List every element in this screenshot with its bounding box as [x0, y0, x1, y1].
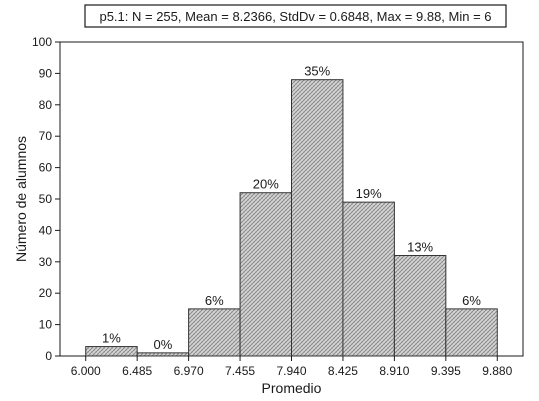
histogram-bar: [85, 346, 138, 357]
histogram-bar: [445, 308, 498, 357]
bar-percent-label: 1%: [102, 331, 121, 346]
histogram-bar: [239, 192, 292, 357]
y-tick-label: 10: [39, 318, 53, 332]
histogram-bar: [136, 352, 190, 357]
histogram-bar: [188, 308, 241, 357]
x-tick-label: 6.485: [122, 364, 152, 378]
y-axis: 0 10 20 30 40 50 60 70 80 90 100: [32, 35, 60, 363]
bar-percent-label: 0%: [153, 337, 172, 352]
bar-percent-label: 35%: [304, 64, 330, 79]
bar-percent-label: 6%: [462, 293, 481, 308]
y-tick-label: 60: [39, 161, 53, 175]
y-tick-label: 0: [45, 349, 52, 363]
bar-percent-label: 19%: [356, 186, 382, 201]
x-tick-label: 7.455: [225, 364, 255, 378]
y-tick-label: 90: [39, 66, 53, 80]
y-tick-label: 20: [39, 286, 53, 300]
x-tick-label: 7.940: [276, 364, 306, 378]
histogram-bar: [291, 79, 344, 357]
x-tick-label: 8.425: [328, 364, 358, 378]
y-tick-label: 50: [39, 192, 53, 206]
x-tick-label: 6.000: [71, 364, 101, 378]
y-tick-label: 70: [39, 129, 53, 143]
histogram-bar: [393, 255, 447, 357]
y-tick-label: 100: [32, 35, 52, 49]
x-axis-title: Promedio: [262, 380, 322, 396]
x-tick-label: 8.910: [379, 364, 409, 378]
bar-percent-label: 13%: [407, 240, 433, 255]
x-tick-label: 6.970: [174, 364, 204, 378]
x-axis: 6.000 6.485 6.970 7.455 7.940 8.425 8.910 9.395…: [71, 356, 513, 378]
y-tick-label: 80: [39, 98, 53, 112]
y-axis-title: Número de alumnos: [13, 136, 29, 262]
bar-labels-group: 1% 0% 6% 20% 35% 19% 13% 6%: [102, 64, 481, 352]
x-tick-label: 9.395: [431, 364, 461, 378]
histogram-bar: [342, 201, 395, 357]
y-tick-label: 40: [39, 223, 53, 237]
y-tick-label: 30: [39, 255, 53, 269]
x-tick-label: 9.880: [482, 364, 512, 378]
chart-title: p5.1: N = 255, Mean = 8.2366, StdDv = 0.…: [99, 9, 491, 24]
bar-percent-label: 20%: [253, 177, 279, 192]
chart-title-box: [84, 4, 507, 28]
bars-group: [85, 79, 498, 357]
bar-percent-label: 6%: [205, 293, 224, 308]
